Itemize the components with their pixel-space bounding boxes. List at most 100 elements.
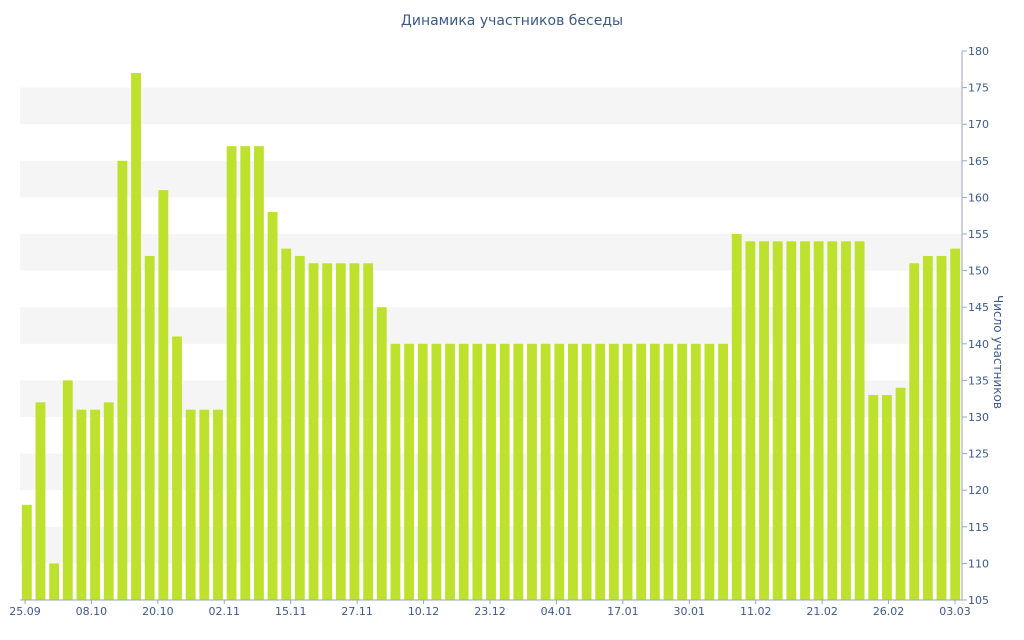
bar bbox=[731, 234, 742, 600]
bar bbox=[922, 255, 933, 600]
bar bbox=[786, 241, 797, 600]
bar bbox=[622, 343, 633, 600]
bar bbox=[281, 248, 292, 600]
bar bbox=[636, 343, 647, 600]
bar bbox=[745, 241, 756, 600]
bar bbox=[185, 409, 196, 600]
bar bbox=[404, 343, 414, 600]
bar bbox=[294, 255, 305, 600]
bar bbox=[909, 263, 920, 600]
y-tick-label: 180 bbox=[968, 45, 989, 58]
bar bbox=[554, 343, 565, 600]
bar bbox=[117, 160, 128, 601]
bar bbox=[90, 409, 100, 600]
y-tick-label: 115 bbox=[968, 521, 989, 534]
bar bbox=[417, 343, 428, 600]
y-tick-label: 125 bbox=[968, 448, 989, 461]
y-tick-label: 150 bbox=[968, 265, 989, 278]
bar bbox=[349, 263, 360, 600]
bar bbox=[335, 263, 346, 600]
bar bbox=[800, 241, 810, 600]
bar bbox=[458, 343, 469, 600]
bar bbox=[49, 563, 60, 600]
y-tick-label: 145 bbox=[968, 301, 989, 314]
bar bbox=[199, 409, 210, 600]
bar bbox=[322, 263, 333, 600]
bar bbox=[882, 395, 892, 600]
bar bbox=[254, 146, 264, 600]
bar bbox=[704, 343, 715, 600]
y-tick-label: 130 bbox=[968, 411, 989, 424]
bar bbox=[486, 343, 496, 600]
y-tick-label: 105 bbox=[968, 594, 989, 607]
bar bbox=[131, 72, 141, 600]
y-tick-label: 155 bbox=[968, 228, 989, 241]
bar bbox=[841, 241, 851, 600]
y-tick-label: 175 bbox=[968, 82, 989, 95]
bar bbox=[431, 343, 442, 600]
grid-band bbox=[20, 160, 962, 198]
x-tick-label: 26.02 bbox=[873, 605, 905, 618]
x-tick-label: 15.11 bbox=[275, 605, 307, 618]
bar bbox=[595, 343, 606, 600]
x-tick-label: 08.10 bbox=[76, 605, 108, 618]
bar bbox=[226, 146, 237, 600]
bar bbox=[663, 343, 674, 600]
bar bbox=[213, 409, 223, 600]
x-tick-label: 20.10 bbox=[142, 605, 174, 618]
bar bbox=[827, 241, 838, 600]
x-tick-label: 03.03 bbox=[939, 605, 971, 618]
bar bbox=[950, 248, 961, 600]
x-tick-label: 17.01 bbox=[607, 605, 639, 618]
bar bbox=[568, 343, 578, 600]
bar bbox=[540, 343, 551, 600]
x-tick-label: 30.01 bbox=[674, 605, 706, 618]
bar bbox=[267, 212, 278, 601]
bar bbox=[445, 343, 455, 600]
bar bbox=[62, 380, 73, 600]
x-tick-label: 27.11 bbox=[341, 605, 373, 618]
bar bbox=[172, 336, 182, 600]
bar bbox=[895, 387, 906, 600]
x-tick-label: 23.12 bbox=[474, 605, 506, 618]
bar bbox=[649, 343, 660, 600]
bar bbox=[772, 241, 783, 600]
bar bbox=[581, 343, 592, 600]
y-axis-title: Число участников bbox=[991, 295, 1005, 409]
bar bbox=[376, 307, 387, 600]
x-tick-label: 10.12 bbox=[408, 605, 440, 618]
bar bbox=[677, 343, 688, 600]
bar bbox=[103, 402, 114, 600]
bar bbox=[690, 343, 701, 600]
x-tick-label: 04.01 bbox=[541, 605, 573, 618]
bar bbox=[608, 343, 619, 600]
bar bbox=[936, 255, 947, 600]
y-tick-label: 110 bbox=[968, 557, 989, 570]
bar bbox=[513, 343, 524, 600]
bar bbox=[499, 343, 510, 600]
x-tick-label: 25.09 bbox=[9, 605, 41, 618]
grid-band bbox=[20, 87, 962, 125]
bar bbox=[868, 395, 879, 600]
y-tick-label: 160 bbox=[968, 191, 989, 204]
chart-title: Динамика участников беседы bbox=[400, 13, 624, 29]
bar bbox=[363, 263, 374, 600]
bar bbox=[240, 146, 251, 600]
y-tick-label: 135 bbox=[968, 374, 989, 387]
bar bbox=[21, 504, 32, 600]
y-tick-label: 140 bbox=[968, 338, 989, 351]
x-tick-label: 11.02 bbox=[740, 605, 772, 618]
bar bbox=[472, 343, 483, 600]
bar bbox=[527, 343, 537, 600]
bar bbox=[854, 241, 865, 600]
bar bbox=[308, 263, 319, 600]
y-tick-label: 165 bbox=[968, 155, 989, 168]
bar bbox=[158, 190, 169, 600]
y-tick-label: 170 bbox=[968, 118, 989, 131]
y-tick-label: 120 bbox=[968, 484, 989, 497]
bar bbox=[390, 343, 401, 600]
bar bbox=[759, 241, 769, 600]
bar bbox=[76, 409, 87, 600]
